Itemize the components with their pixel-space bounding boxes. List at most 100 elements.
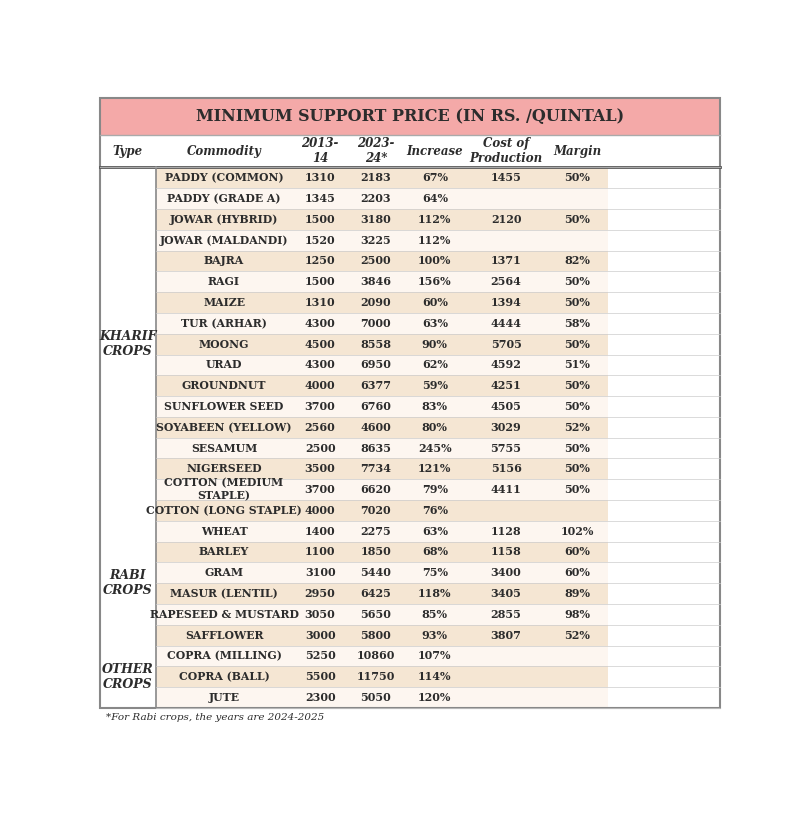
Text: 3400: 3400 [490,567,522,578]
FancyBboxPatch shape [100,645,156,667]
Text: Cost of
Production: Cost of Production [470,137,542,165]
Text: JOWAR (HYBRID): JOWAR (HYBRID) [170,214,278,225]
Text: 60%: 60% [565,567,590,578]
Text: RAPESEED & MUSTARD: RAPESEED & MUSTARD [150,609,298,620]
Text: 107%: 107% [418,650,451,662]
Text: 63%: 63% [422,526,448,537]
Text: 3000: 3000 [305,630,335,640]
FancyBboxPatch shape [156,272,608,292]
Text: 120%: 120% [418,692,451,703]
Text: 1394: 1394 [490,297,522,308]
Text: 3846: 3846 [360,276,391,287]
Text: OTHER
CROPS: OTHER CROPS [102,663,154,690]
Text: 2500: 2500 [361,255,391,267]
Text: BARLEY: BARLEY [199,546,249,558]
Text: 3100: 3100 [305,567,335,578]
Text: 3405: 3405 [490,588,522,599]
FancyBboxPatch shape [156,292,608,313]
Text: COPRA (MILLING): COPRA (MILLING) [166,650,282,662]
Text: 50%: 50% [565,214,590,225]
FancyBboxPatch shape [156,375,608,396]
FancyBboxPatch shape [100,272,156,292]
FancyBboxPatch shape [100,98,720,135]
Text: 7020: 7020 [361,505,391,516]
Text: Margin: Margin [554,145,602,158]
Text: COPRA (BALL): COPRA (BALL) [178,672,270,682]
Text: 1371: 1371 [490,255,522,267]
Text: 114%: 114% [418,672,451,682]
Text: URAD: URAD [206,359,242,371]
FancyBboxPatch shape [156,438,608,458]
Text: 2855: 2855 [490,609,522,620]
Text: 58%: 58% [565,318,590,329]
Text: 3807: 3807 [490,630,522,640]
Text: 4251: 4251 [490,380,522,391]
Text: 6950: 6950 [361,359,391,371]
Text: 50%: 50% [565,339,590,349]
Text: 2090: 2090 [361,297,391,308]
FancyBboxPatch shape [156,625,608,645]
Text: 1345: 1345 [305,193,335,204]
FancyBboxPatch shape [156,562,608,583]
Text: 83%: 83% [422,401,448,412]
Text: 93%: 93% [422,630,448,640]
Text: RABI
CROPS: RABI CROPS [103,569,153,597]
FancyBboxPatch shape [100,292,156,313]
FancyBboxPatch shape [156,521,608,542]
Text: 1455: 1455 [490,173,522,183]
Text: 4300: 4300 [305,318,335,329]
FancyBboxPatch shape [156,687,608,708]
Text: 112%: 112% [418,214,451,225]
Text: PADDY (COMMON): PADDY (COMMON) [165,173,283,183]
Text: 4500: 4500 [305,339,335,349]
Text: MOONG: MOONG [198,339,250,349]
Text: 6620: 6620 [361,484,391,495]
Text: 4000: 4000 [305,505,335,516]
FancyBboxPatch shape [100,500,156,521]
Text: 3700: 3700 [305,401,335,412]
Text: 112%: 112% [418,235,451,245]
FancyBboxPatch shape [156,188,608,209]
FancyBboxPatch shape [100,375,156,396]
FancyBboxPatch shape [100,230,156,250]
Text: WHEAT: WHEAT [201,526,247,537]
Text: 50%: 50% [565,484,590,495]
Text: TUR (ARHAR): TUR (ARHAR) [181,318,267,329]
FancyBboxPatch shape [156,667,608,687]
Text: 2560: 2560 [305,422,335,433]
Text: 8558: 8558 [360,339,391,349]
Text: 5800: 5800 [361,630,391,640]
Text: 1128: 1128 [490,526,522,537]
Text: Increase: Increase [406,145,463,158]
FancyBboxPatch shape [100,583,156,604]
Text: 5500: 5500 [305,672,335,682]
Text: 62%: 62% [422,359,448,371]
Text: 4505: 4505 [490,401,522,412]
FancyBboxPatch shape [156,396,608,417]
FancyBboxPatch shape [156,334,608,354]
Text: 89%: 89% [565,588,590,599]
Text: 1250: 1250 [305,255,335,267]
FancyBboxPatch shape [100,521,156,542]
Text: 100%: 100% [418,255,451,267]
FancyBboxPatch shape [100,604,156,625]
Text: 79%: 79% [422,484,448,495]
FancyBboxPatch shape [100,135,720,168]
FancyBboxPatch shape [156,209,608,230]
Text: 82%: 82% [565,255,590,267]
FancyBboxPatch shape [100,542,156,562]
Text: 63%: 63% [422,318,448,329]
Text: 1158: 1158 [490,546,522,558]
FancyBboxPatch shape [156,354,608,375]
Text: 2500: 2500 [305,443,335,453]
Text: 50%: 50% [565,173,590,183]
Text: 7734: 7734 [360,463,391,474]
Text: 1500: 1500 [305,276,335,287]
Text: *For Rabi crops, the years are 2024-2025: *For Rabi crops, the years are 2024-2025 [106,713,325,722]
Text: 1500: 1500 [305,214,335,225]
Text: 5650: 5650 [361,609,391,620]
Text: MINIMUM SUPPORT PRICE (IN RS. /QUINTAL): MINIMUM SUPPORT PRICE (IN RS. /QUINTAL) [196,108,624,125]
Text: 5156: 5156 [490,463,522,474]
Text: 64%: 64% [422,193,448,204]
Text: Commodity: Commodity [186,145,262,158]
